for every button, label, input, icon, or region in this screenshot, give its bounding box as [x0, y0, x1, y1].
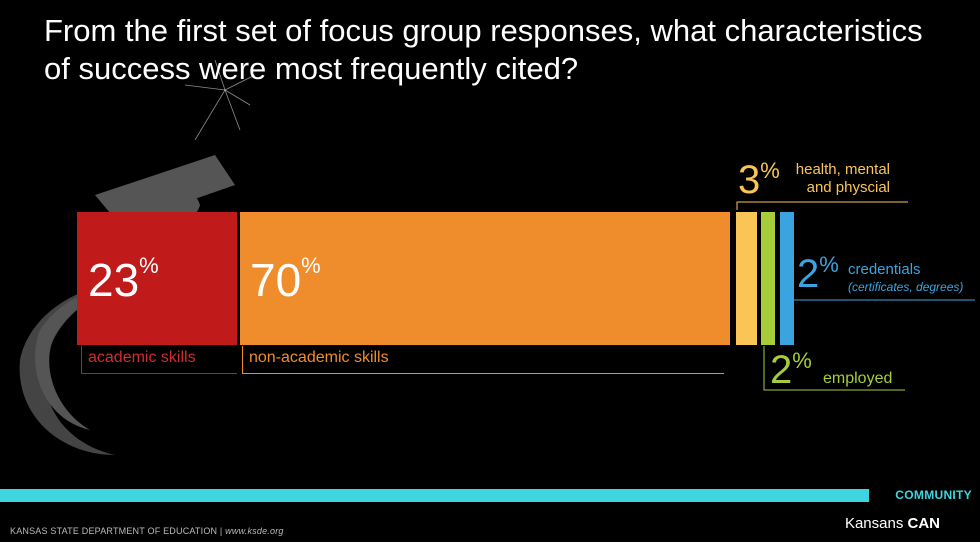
health-percent-label: 3%	[738, 158, 780, 202]
non-academic-bracket	[242, 346, 724, 374]
non-academic-category-label: non-academic skills	[249, 349, 389, 366]
academic-category-label: academic skills	[88, 349, 196, 366]
credentials-category-label: credentials	[848, 261, 921, 278]
health-bar	[736, 212, 757, 345]
community-label: COMMUNITY	[895, 488, 972, 502]
brand-bold: CAN	[907, 515, 941, 532]
academic-percent-label: 23%	[88, 254, 159, 306]
health-label-line1: health, mental	[795, 161, 890, 178]
credentials-percent-sign: %	[819, 252, 839, 277]
ksde-url: www.ksde.org	[225, 526, 284, 536]
credentials-bar	[780, 212, 794, 345]
page-title: From the first set of focus group respon…	[44, 13, 923, 86]
employed-bar	[761, 212, 775, 345]
non-academic-skills-bar	[240, 212, 730, 345]
employed-category-label: employed	[823, 370, 893, 387]
non-academic-percent-label: 70%	[250, 254, 321, 306]
health-category-label: health, mental and physcial	[790, 161, 890, 197]
employed-percent-sign: %	[792, 348, 812, 373]
credentials-percent-value: 2	[797, 252, 820, 296]
footer-accent-band	[0, 489, 869, 502]
academic-skills-bar	[77, 212, 237, 345]
health-label-line2: and physcial	[806, 179, 890, 196]
employed-percent-value: 2	[770, 348, 793, 392]
ksde-org-name: KANSAS STATE DEPARTMENT OF EDUCATION |	[10, 526, 226, 536]
brand-prefix: Kansans	[844, 515, 908, 532]
academic-percent-value: 23	[88, 254, 140, 306]
kansans-can-logo: Kansans CAN	[845, 515, 940, 532]
employed-percent-label: 2%	[770, 348, 812, 392]
non-academic-percent-sign: %	[301, 253, 321, 278]
non-academic-percent-value: 70	[250, 254, 302, 306]
academic-percent-sign: %	[139, 253, 159, 278]
credentials-sub-label: (certificates, degrees)	[848, 280, 964, 294]
health-percent-value: 3	[738, 158, 761, 202]
credentials-percent-label: 2%	[797, 252, 839, 296]
ksde-footer-text: KANSAS STATE DEPARTMENT OF EDUCATION | w…	[10, 526, 284, 536]
academic-bracket	[81, 346, 237, 374]
health-percent-sign: %	[760, 158, 780, 183]
